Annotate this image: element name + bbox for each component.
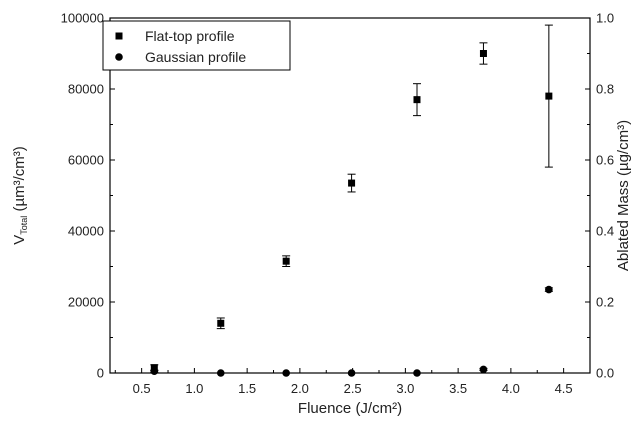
- y-right-tick-label: 0.0: [596, 366, 614, 381]
- y-left-tick-label: 40000: [68, 224, 104, 239]
- x-tick-label: 3.5: [449, 381, 467, 396]
- ticks-layer: 0.5 1.0 1.5 2.0 2.5 3.0 3.5 4.0 4.5 0 20000 40000 60…: [61, 11, 614, 397]
- gaussian-point: [479, 365, 488, 374]
- y-left-tick-label: 80000: [68, 82, 104, 97]
- x-tick-label: 1.5: [238, 381, 256, 396]
- y-left-title-main: V: [11, 235, 28, 245]
- x-axis-title: Fluence (J/cm²): [298, 400, 402, 417]
- flat-top-point: [545, 92, 553, 100]
- plot-frame: [109, 17, 591, 374]
- gaussian-point: [150, 367, 159, 376]
- x-tick-label: 4.5: [555, 381, 573, 396]
- legend-marker-flat-top: [115, 32, 123, 40]
- y-right-tick-label: 0.2: [596, 295, 614, 310]
- y-right-axis-title: Ablated Mass (µg/cm³): [615, 120, 632, 271]
- y-right-tick-label: 1.0: [596, 11, 614, 26]
- x-tick-label: 0.5: [133, 381, 151, 396]
- y-right-tick-label: 0.6: [596, 153, 614, 168]
- y-right-tick-label: 0.4: [596, 224, 614, 239]
- legend: Flat-top profile Gaussian profile: [102, 20, 291, 71]
- y-left-title-sub: Total: [19, 216, 29, 235]
- flat-top-point: [217, 319, 225, 327]
- legend-label-gaussian: Gaussian profile: [145, 49, 246, 65]
- y-left-tick-label: 0: [97, 366, 104, 381]
- x-tick-label: 2.5: [344, 381, 362, 396]
- legend-marker-gaussian: [115, 53, 123, 61]
- flat-top-point: [348, 179, 356, 187]
- y-left-title-unit: (µm³/cm³): [11, 146, 28, 215]
- x-tick-label: 4.0: [502, 381, 520, 396]
- flat-top-point: [413, 96, 421, 104]
- legend-label-flat-top: Flat-top profile: [145, 28, 235, 44]
- x-tick-label: 1.0: [185, 381, 203, 396]
- legend-box: [102, 20, 291, 71]
- y-left-tick-label: 20000: [68, 295, 104, 310]
- x-tick-label: 3.0: [396, 381, 414, 396]
- flat-top-point: [282, 257, 290, 265]
- flat-top-point: [479, 50, 487, 57]
- y-left-tick-label: 60000: [68, 153, 104, 168]
- y-left-tick-label: 100000: [61, 11, 104, 26]
- y-left-axis-title: VTotal (µm³/cm³): [11, 146, 29, 244]
- gaussian-point: [545, 285, 553, 294]
- marks-layer: [150, 24, 553, 377]
- x-tick-label: 2.0: [291, 381, 309, 396]
- y-right-tick-label: 0.8: [596, 82, 614, 97]
